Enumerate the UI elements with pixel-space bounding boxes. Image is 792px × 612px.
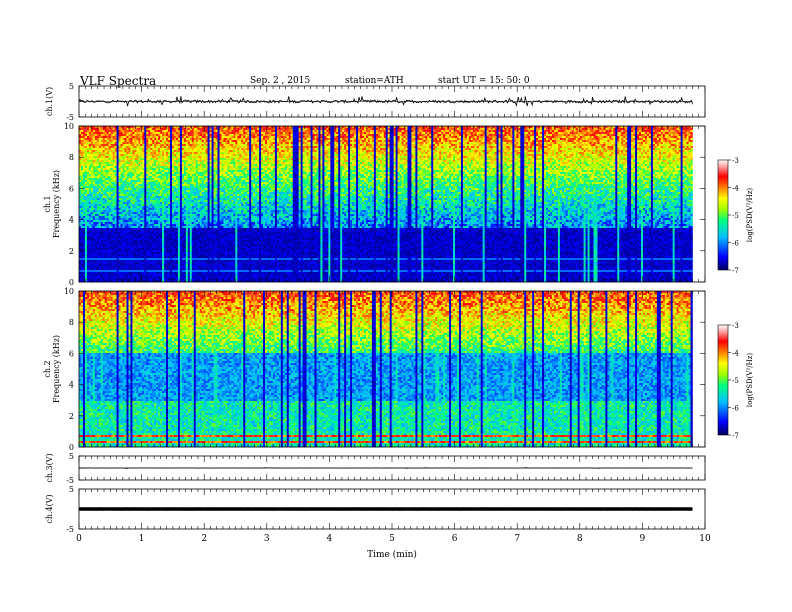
colorbar-tick-label: -5 [732,212,739,220]
colorbar-tick-label: -5 [732,377,739,385]
x-tick-label: 5 [389,534,395,544]
y-axis-channel-label: ch.2 [43,360,52,377]
x-tick-label: 9 [640,534,646,544]
panel-ch3-waveform: 5 -5 ch.3(V) [45,452,706,485]
y-tick-label: 6 [69,349,74,358]
y-tick-label: -5 [66,476,74,485]
x-tick-label: 7 [514,534,520,544]
colorbar-tick-label: -7 [732,267,739,275]
spectrogram-cells [79,126,693,283]
x-tick-label: 4 [327,534,333,544]
y-tick-label: 2 [69,412,74,421]
y-tick-label: -5 [66,525,74,534]
start-time-label: start UT = 15: 50: 0 [438,76,530,86]
panel-ch1-waveform: 5 -5 ch.1(V) [45,82,706,122]
y-tick-label: 10 [64,287,74,296]
colorbar-tick-label: -6 [732,240,739,248]
x-tick-label: 6 [452,534,458,544]
colorbar-tick-label: -4 [732,350,739,358]
y-axis-label: ch.3(V) [45,453,54,482]
x-tick-label: 1 [139,534,145,544]
colorbar [717,324,729,436]
y-axis-label: ch.4(V) [45,494,54,523]
colorbar-tick-label: -7 [732,432,739,440]
y-tick-label: 8 [69,153,74,162]
y-tick-label: 5 [69,485,74,494]
y-axis-label: Frequency (kHz) [52,335,61,403]
station-label: station=ATH [345,76,404,86]
panel-ch1-spectrogram: 0 2 4 6 8 10 ch.1 Frequency (kHz) -3 -4 -5 -6 -7 log(… [43,122,754,287]
colorbar-label: log(PSD(V²/Hz) [746,353,754,408]
x-ticks: 0 1 2 3 4 5 6 7 8 9 10 [76,489,711,544]
x-ticks [78,86,706,117]
y-tick-label: 0 [69,278,74,287]
y-axis-label: Frequency (kHz) [52,170,61,238]
y-tick-label: 6 [69,184,74,193]
x-tick-label: 10 [699,534,711,544]
spectrogram-cells [79,291,693,448]
x-tick-label: 0 [76,534,82,544]
waveform-line [78,96,693,107]
x-ticks [78,456,706,480]
y-tick-label: 5 [69,452,74,461]
y-tick-label: 4 [69,216,74,225]
y-axis-channel-label: ch.1 [43,195,52,212]
x-tick-label: 8 [577,534,583,544]
panel-ch2-spectrogram: 0 2 4 6 8 10 ch.2 Frequency (kHz) -3 -4 -5 -6 -7 log(… [43,287,754,452]
y-tick-label: -5 [66,113,74,122]
colorbar-tick-label: -3 [732,157,739,165]
colorbar-tick-label: -3 [732,322,739,330]
x-tick-label: 3 [264,534,270,544]
figure-title: VLF Spectra [80,74,156,88]
y-tick-label: 0 [69,443,74,452]
colorbar-label: log(PSD(V²/Hz) [746,188,754,243]
y-tick-label: 5 [69,82,74,91]
x-ticks [78,126,706,282]
y-tick-label: 10 [64,122,74,131]
y-tick-label: 8 [69,318,74,327]
y-tick-label: 2 [69,247,74,256]
x-tick-label: 2 [201,534,207,544]
x-ticks [78,291,706,447]
x-axis-label: Time (min) [367,549,417,560]
date-label: Sep. 2 , 2015 [250,76,310,86]
panel-ch4-waveform: 5 -5 ch.4(V) [45,485,706,534]
colorbar-tick-label: -6 [732,405,739,413]
colorbar-tick-label: -4 [732,185,739,193]
colorbar [717,159,729,271]
y-axis-label: ch.1(V) [45,87,54,116]
y-tick-label: 4 [69,381,74,390]
